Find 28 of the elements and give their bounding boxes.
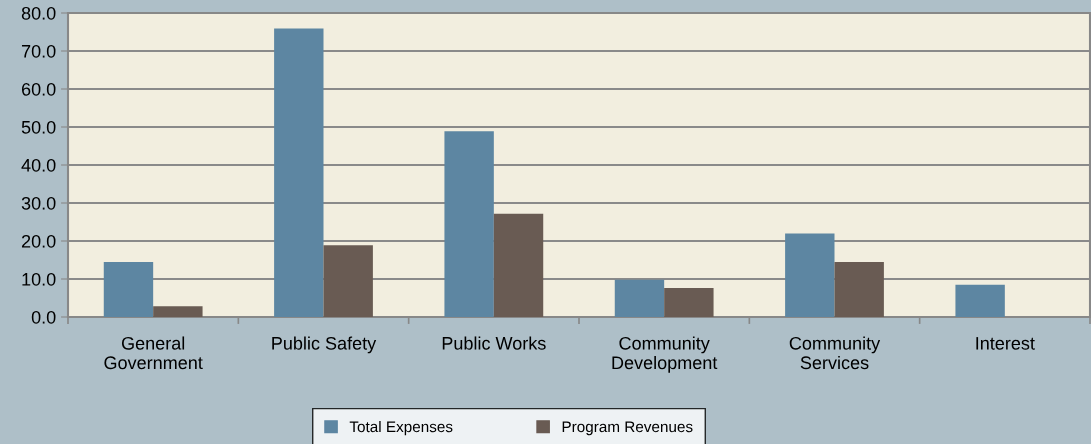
x-tick-label: Interest xyxy=(976,337,1035,350)
y-tick-label: 10.0 xyxy=(22,272,56,286)
legend-label: Total Expenses xyxy=(349,420,453,436)
bar xyxy=(834,261,884,317)
y-tick-label: 70.0 xyxy=(21,44,56,58)
x-tick-label: Community Services xyxy=(789,336,881,370)
bar xyxy=(103,261,154,317)
y-tick-label: 50.0 xyxy=(21,120,56,134)
bar xyxy=(444,131,494,317)
bar xyxy=(785,233,835,317)
y-tick-label: 40.0 xyxy=(21,158,56,172)
y-tick-label: 60.0 xyxy=(21,82,56,96)
legend-label: Program Revenues xyxy=(562,421,693,436)
bar xyxy=(274,28,324,317)
x-tick-label: Community Development xyxy=(612,336,718,373)
bar xyxy=(955,284,1005,317)
bar xyxy=(153,306,203,317)
bar xyxy=(493,213,544,317)
bar xyxy=(323,245,373,317)
x-tick-label: Public Safety xyxy=(272,336,377,354)
y-tick-label: 0.0 xyxy=(31,310,56,324)
x-tick-label: Public Works xyxy=(442,336,546,350)
y-tick-label: 20.0 xyxy=(21,234,56,248)
y-tick-label: 30.0 xyxy=(21,196,56,210)
y-tick-label: 80.0 xyxy=(21,6,56,20)
bar xyxy=(614,279,665,317)
x-tick-label: General Government xyxy=(104,336,203,370)
bar xyxy=(664,288,714,317)
